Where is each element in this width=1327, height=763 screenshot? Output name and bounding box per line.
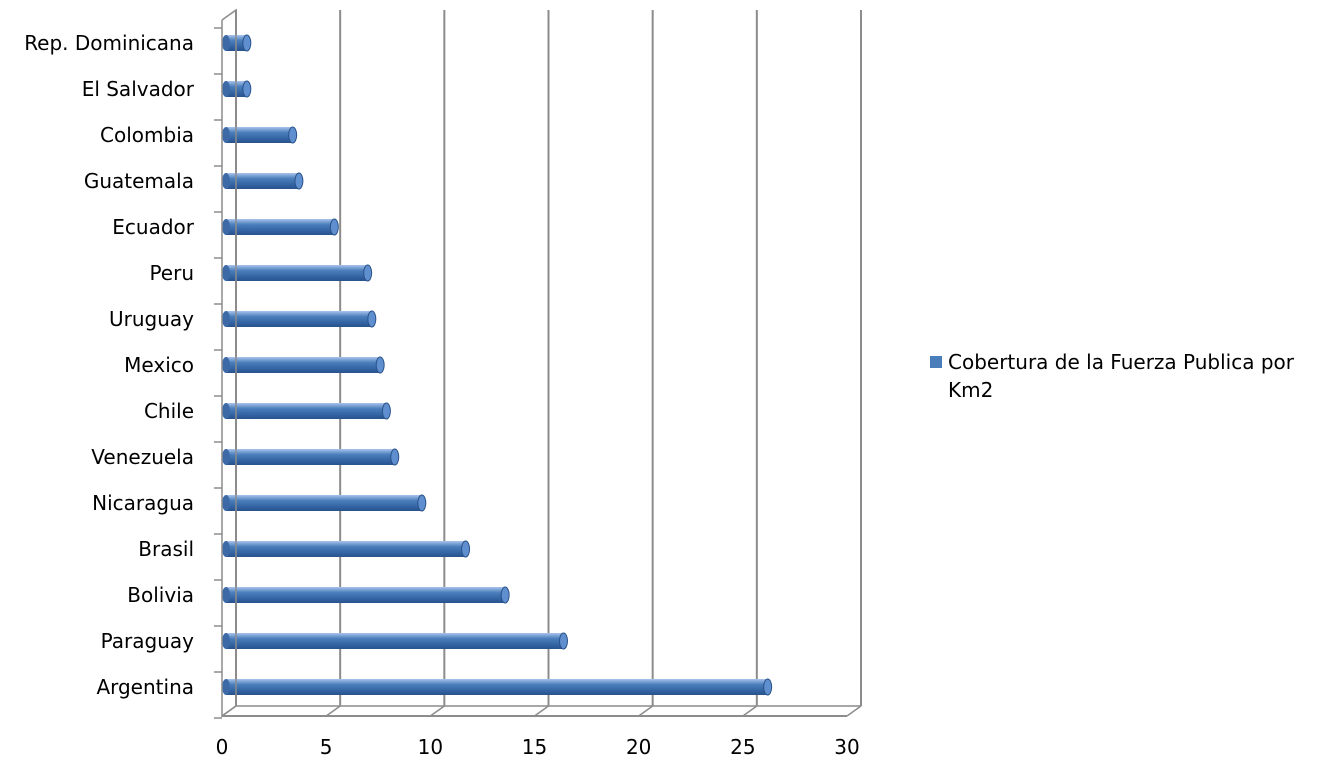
bar-end-cap	[375, 356, 385, 374]
bar-end-cap	[381, 402, 391, 420]
floor-tick-15	[534, 705, 549, 717]
category-label: Colombia	[100, 123, 194, 147]
bar-ecuador	[226, 219, 335, 235]
bar-start-cap	[222, 541, 230, 557]
bar-start-cap	[222, 633, 230, 649]
category-label: Nicaragua	[92, 491, 194, 515]
x-tick-label: 30	[834, 735, 859, 759]
bar-argentina	[226, 679, 768, 695]
bar-start-cap	[222, 173, 230, 189]
bar-start-cap	[222, 357, 230, 373]
bar-venezuela	[226, 449, 395, 465]
category-label: Rep. Dominicana	[24, 31, 194, 55]
bar-start-cap	[222, 127, 230, 143]
x-tick-label: 10	[418, 735, 443, 759]
category-label: Ecuador	[112, 215, 194, 239]
bar-colombia	[226, 127, 293, 143]
bar-paraguay	[226, 633, 564, 649]
bar-end-cap	[242, 80, 252, 98]
bar-end-cap	[367, 310, 377, 328]
category-label: Guatemala	[84, 169, 194, 193]
floor-tick-25	[742, 705, 758, 717]
x-tick-label: 15	[522, 735, 547, 759]
category-label: El Salvador	[82, 77, 195, 101]
bar-end-cap	[763, 678, 773, 696]
bar-start-cap	[222, 679, 230, 695]
bar-peru	[226, 265, 368, 281]
bar-start-cap	[222, 311, 230, 327]
category-label: Mexico	[124, 353, 194, 377]
bar-end-cap	[461, 540, 471, 558]
bar-end-cap	[390, 448, 400, 466]
category-label: Bolivia	[127, 583, 194, 607]
bar-nicaragua	[226, 495, 422, 511]
legend-swatch	[930, 356, 942, 368]
x-tick-label: 0	[216, 735, 229, 759]
bar-start-cap	[222, 265, 230, 281]
bar-start-cap	[222, 219, 230, 235]
floor-tick-5	[325, 705, 341, 717]
floor-tick-10	[429, 705, 445, 717]
bar-chile	[226, 403, 387, 419]
x-tick-label: 25	[730, 735, 755, 759]
bar-start-cap	[222, 35, 230, 51]
bar-bolivia	[226, 587, 506, 603]
axes	[214, 8, 861, 719]
bar-end-cap	[288, 126, 298, 144]
bar-end-cap	[329, 218, 339, 236]
bar-start-cap	[222, 587, 230, 603]
bars	[222, 34, 773, 696]
category-label: Venezuela	[91, 445, 194, 469]
bar-end-cap	[242, 34, 252, 52]
category-label: Peru	[149, 261, 194, 285]
bar-start-cap	[222, 495, 230, 511]
bar-end-cap	[363, 264, 373, 282]
legend-label: Cobertura de la Fuerza Publica por Km2	[948, 350, 1294, 402]
bar-uruguay	[226, 311, 372, 327]
bar-start-cap	[222, 449, 230, 465]
bar-brasil	[226, 541, 466, 557]
category-label: Brasil	[138, 537, 194, 561]
gridlines	[221, 10, 862, 717]
category-label: Argentina	[96, 675, 194, 699]
floor-tick-30	[846, 705, 862, 717]
bar-end-cap	[294, 172, 304, 190]
x-tick-label: 20	[626, 735, 651, 759]
bar-start-cap	[222, 81, 230, 97]
category-label: Uruguay	[109, 307, 194, 331]
bar-end-cap	[500, 586, 510, 604]
bar-guatemala	[226, 173, 299, 189]
bar-start-cap	[222, 403, 230, 419]
x-tick-label: 5	[320, 735, 333, 759]
category-label: Paraguay	[101, 629, 195, 653]
floor-tick-20	[638, 705, 654, 717]
category-label: Chile	[144, 399, 194, 423]
bar-mexico	[226, 357, 381, 373]
labels: Argentina Paraguay Bolivia Brasil Nicaragua V…	[24, 31, 860, 759]
legend: Cobertura de la Fuerza Publica por Km2	[930, 348, 1325, 404]
bar-end-cap	[417, 494, 427, 512]
bar-end-cap	[559, 632, 568, 650]
